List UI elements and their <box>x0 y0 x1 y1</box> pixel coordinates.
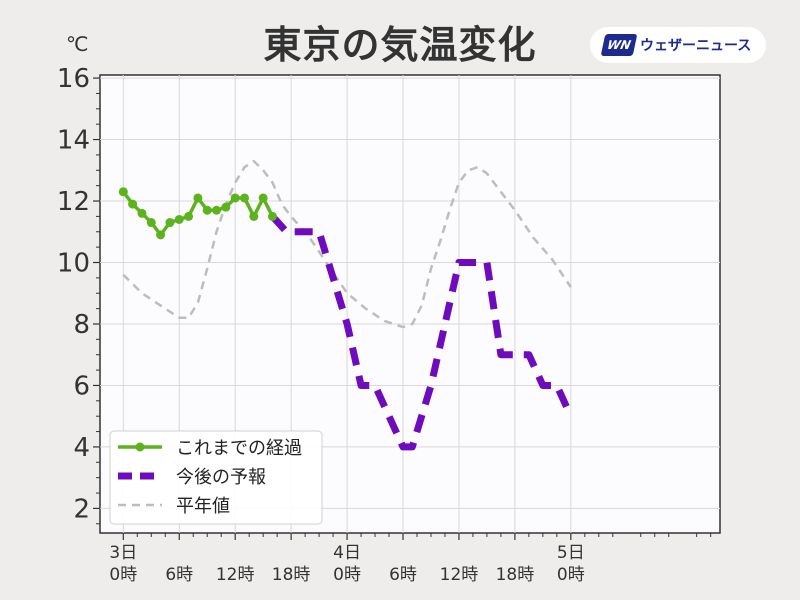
y-tick-label: 16 <box>57 64 90 94</box>
data-point <box>212 205 222 215</box>
y-axis-ticks: 2 4 6 8 10 12 14 16 <box>57 64 100 524</box>
legend-box <box>109 430 323 525</box>
legend-label: 今後の予報 <box>176 467 266 488</box>
x-tick-label: 18時 <box>272 565 311 585</box>
series-line-1 <box>269 214 574 451</box>
x-tick-label: 6時 <box>389 565 417 585</box>
legend-marker <box>135 442 145 452</box>
data-point <box>146 218 156 228</box>
data-point <box>267 211 277 221</box>
data-point <box>184 211 194 221</box>
x-tick-label: 0時 <box>109 565 137 585</box>
y-tick-label: 2 <box>73 494 90 524</box>
data-point <box>128 199 138 209</box>
x-tick-label: 12時 <box>440 565 479 585</box>
x-tick-label: 6時 <box>165 565 193 585</box>
data-point <box>193 193 203 203</box>
x-tick-label: 4日 <box>333 543 361 563</box>
y-tick-label: 10 <box>57 249 90 279</box>
legend-label: 平年値 <box>176 496 230 517</box>
x-tick-label: 0時 <box>557 565 585 585</box>
data-point <box>156 230 166 240</box>
data-point <box>221 202 231 212</box>
y-tick-label: 14 <box>57 126 90 156</box>
data-point <box>258 193 268 203</box>
page-title: 東京の気温変化 <box>263 23 537 67</box>
data-point <box>165 218 175 228</box>
data-point <box>240 193 250 203</box>
y-tick-label: 12 <box>57 187 90 217</box>
y-tick-label: 8 <box>73 310 90 340</box>
x-tick-label: 5日 <box>557 543 585 563</box>
data-point <box>202 205 212 215</box>
y-tick-label: 6 <box>73 371 90 401</box>
data-point <box>249 211 259 221</box>
data-point <box>230 193 240 203</box>
weathernews-logo-text: ウェザーニュース <box>640 38 752 54</box>
data-point <box>118 187 128 197</box>
data-point <box>174 214 184 224</box>
legend-label: これまでの経過 <box>176 438 302 459</box>
y-axis-unit-label: ℃ <box>66 32 89 56</box>
weathernews-logo[interactable]: WN ウェザーニュース <box>590 27 766 63</box>
x-tick-label: 18時 <box>496 565 535 585</box>
x-tick-label: 3日 <box>109 543 137 563</box>
x-tick-label: 12時 <box>216 565 255 585</box>
y-tick-label: 4 <box>73 433 90 463</box>
series-line-2 <box>122 159 572 329</box>
data-point <box>137 208 147 218</box>
series-lines <box>118 159 574 451</box>
x-tick-label: 0時 <box>333 565 361 585</box>
